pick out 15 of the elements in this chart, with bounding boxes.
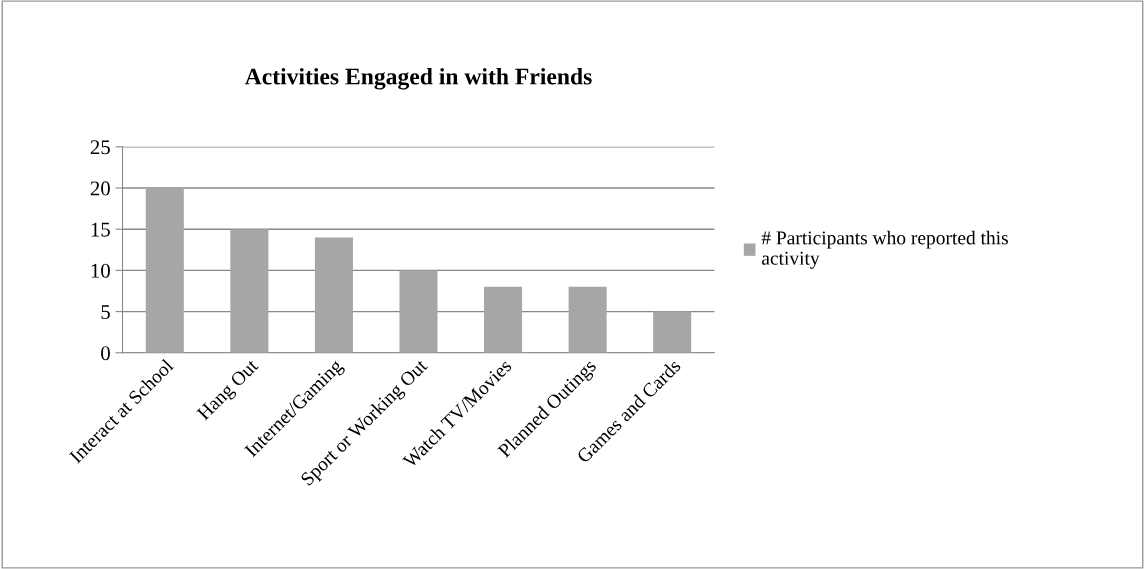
y-tick-label: 20 [90,181,110,196]
bar [484,286,523,353]
legend-label: # Participants who reported this activity [761,230,1008,269]
bar [399,270,438,353]
bar [568,286,607,353]
bar [145,188,184,353]
y-tick-label: 25 [90,140,110,155]
y-tick-label: 15 [91,222,110,237]
y-tick-label: 0 [101,346,110,361]
bar [653,311,692,353]
chart-title: Activities Engaged in with Friends [244,67,592,90]
bar [314,237,353,353]
bar [230,229,269,353]
y-tick-label: 5 [101,305,110,320]
y-tick-label: 10 [91,263,110,278]
